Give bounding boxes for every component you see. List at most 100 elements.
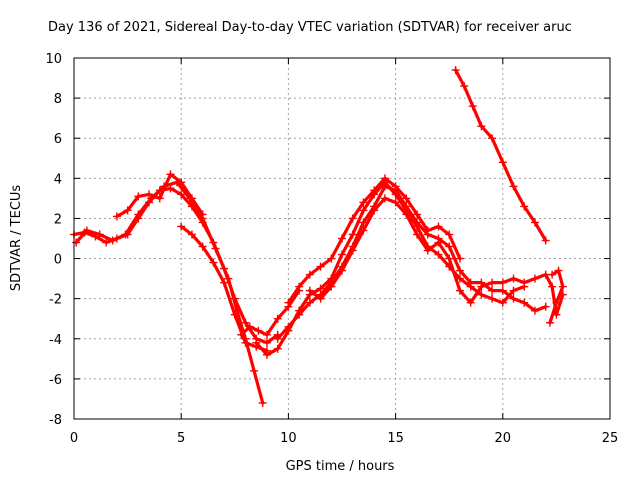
data-point: [423, 226, 432, 235]
x-tick-label: 0: [70, 431, 78, 446]
series-line: [179, 224, 269, 353]
data-point: [488, 134, 497, 143]
data-point: [262, 330, 271, 339]
data-point: [380, 194, 389, 203]
data-point: [498, 286, 507, 295]
series-line: [72, 186, 280, 345]
data-point: [284, 298, 293, 307]
data-point: [220, 278, 229, 287]
data-point: [241, 338, 250, 347]
data-point: [391, 198, 400, 207]
data-point: [445, 230, 454, 239]
data-point: [359, 226, 368, 235]
data-point: [295, 282, 304, 291]
data-point: [359, 206, 368, 215]
data-point: [451, 66, 460, 75]
data-point: [498, 298, 507, 307]
data-point: [520, 202, 529, 211]
data-point: [95, 230, 104, 239]
data-point: [166, 170, 175, 179]
x-tick-label: 25: [602, 431, 619, 446]
y-tick-label: 4: [54, 172, 62, 187]
data-point: [530, 306, 539, 315]
data-point: [558, 282, 567, 291]
data-point: [177, 178, 186, 187]
data-point: [348, 246, 357, 255]
series-trace-10: [451, 66, 550, 245]
data-point: [198, 210, 207, 219]
data-point: [468, 102, 477, 111]
data-point: [177, 190, 186, 199]
data-point: [541, 236, 550, 245]
data-point: [327, 282, 336, 291]
data-point: [498, 278, 507, 287]
y-tick-label: -4: [49, 333, 62, 348]
series-trace-4: [177, 222, 271, 355]
data-point: [316, 294, 325, 303]
series-line: [308, 196, 565, 317]
y-tick-label: -8: [49, 413, 62, 428]
data-point: [123, 206, 132, 215]
data-point: [434, 250, 443, 259]
data-point: [250, 366, 259, 375]
data-point: [520, 298, 529, 307]
data-point: [477, 122, 486, 131]
data-point: [230, 310, 239, 319]
data-point: [134, 192, 143, 201]
y-tick-label: -2: [49, 293, 62, 308]
data-point: [509, 182, 518, 191]
chart-title: Day 136 of 2021, Sidereal Day-to-day VTE…: [48, 20, 572, 35]
data-point: [498, 158, 507, 167]
data-point: [348, 214, 357, 223]
data-point: [402, 194, 411, 203]
data-point: [434, 238, 443, 247]
data-point: [338, 266, 346, 275]
series-trace-3: [112, 170, 207, 221]
data-point: [273, 344, 282, 353]
data-point: [305, 286, 314, 295]
data-point: [402, 202, 411, 211]
data-point: [477, 282, 486, 291]
data-point: [305, 298, 314, 307]
data-point: [327, 254, 336, 263]
series-line: [74, 180, 265, 405]
data-point: [241, 318, 250, 327]
data-point: [413, 218, 422, 227]
series-line: [454, 68, 548, 243]
data-point: [112, 212, 121, 221]
data-point: [338, 250, 346, 259]
data-point: [72, 238, 81, 247]
data-point: [545, 318, 554, 327]
data-point: [209, 258, 218, 267]
data-point: [466, 298, 475, 307]
data-point: [509, 286, 518, 295]
data-point: [466, 278, 475, 287]
data-point: [121, 230, 130, 239]
data-point: [305, 270, 314, 279]
series-trace-6: [252, 178, 529, 359]
data-point: [548, 282, 557, 291]
data-point: [262, 338, 271, 347]
data-point: [102, 238, 111, 247]
data-point: [541, 302, 550, 311]
data-point: [295, 310, 304, 319]
data-point: [370, 206, 379, 215]
data-point: [82, 226, 91, 235]
data-point: [423, 246, 432, 255]
trace-layer: [70, 66, 567, 407]
data-point: [145, 190, 154, 199]
y-tick-label: 8: [54, 92, 62, 107]
tick-layer: 0 5 10 15 20 25 -8 -6 -4 -2 0 2 4 6 8 10: [45, 52, 618, 446]
data-point: [455, 266, 464, 275]
y-tick-label: 2: [54, 212, 62, 227]
series-line: [254, 180, 526, 357]
data-point: [548, 270, 557, 279]
data-point: [380, 182, 389, 191]
data-point: [211, 244, 220, 253]
data-point: [488, 278, 497, 287]
data-point: [252, 338, 261, 347]
data-point: [187, 194, 196, 203]
data-point: [455, 286, 464, 295]
series-trace-11: [545, 266, 567, 327]
